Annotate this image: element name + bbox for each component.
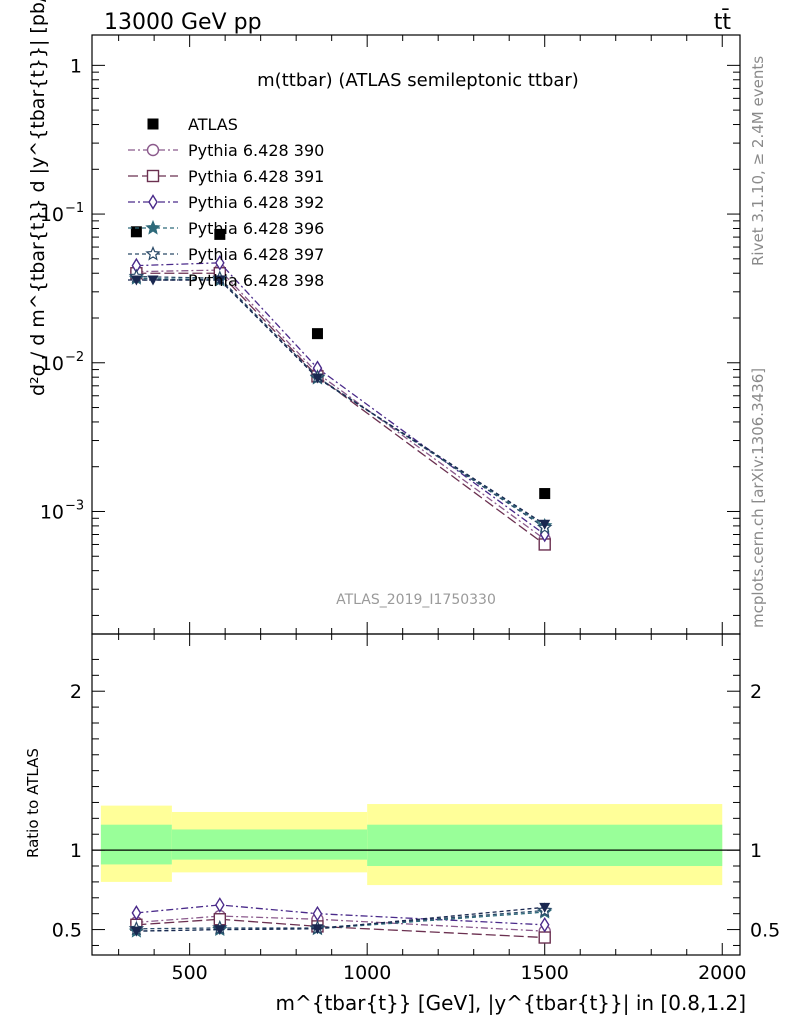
ratio-data-point <box>539 916 550 933</box>
y-tick-label-3: 1 <box>70 55 82 77</box>
series-line <box>136 277 546 527</box>
legend-entry-6: Pythia 6.428 398 <box>128 271 324 290</box>
ratio-series-pythia-6.428-398 <box>130 902 551 937</box>
rivet-version-label: Rivet 3.1.10, ≥ 2.4M events <box>749 56 767 266</box>
legend-label: Pythia 6.428 391 <box>188 167 324 186</box>
legend: ATLAS Pythia 6.428 390 Pythia 6.428 391 Pyt… <box>128 115 324 290</box>
ratio-series-line <box>136 904 545 926</box>
legend-entry-1: Pythia 6.428 390 <box>128 141 324 160</box>
uncertainty-band-stat-0 <box>100 824 172 865</box>
legend-marker <box>145 245 161 261</box>
series-line <box>136 272 546 545</box>
data-point <box>130 226 142 238</box>
data-point <box>214 275 226 286</box>
series-line <box>136 275 546 529</box>
y-tick-label-2: 10 <box>40 204 64 226</box>
legend-marker <box>145 219 161 235</box>
ratio-data-point <box>311 924 323 935</box>
uncertainty-band-stat-1 <box>171 829 368 860</box>
data-point <box>214 228 226 240</box>
y-tick-label-1: 10 <box>40 353 64 375</box>
legend-label: Pythia 6.428 398 <box>188 271 324 290</box>
main-y-axis-label: d²σ / d m^{tbar{t}} d |y^{tbar{t}}| [pb/… <box>27 0 49 396</box>
series-line <box>136 262 546 536</box>
y-tick-exponent-0: −3 <box>65 498 84 513</box>
legend-label: Pythia 6.428 390 <box>188 141 324 160</box>
data-point <box>539 519 551 530</box>
ratio-y-tick-label-right-1: 1 <box>750 840 762 862</box>
legend-entry-4: Pythia 6.428 396 <box>128 219 324 238</box>
legend-marker <box>147 118 159 130</box>
series-pythia-6.428-398 <box>130 275 551 530</box>
series-pythia-6.428-392 <box>131 254 550 543</box>
x-tick-label-2000: 2000 <box>698 962 746 984</box>
x-tick-label-1000: 1000 <box>343 962 391 984</box>
ratio-series-line <box>136 915 545 932</box>
ratio-y-tick-label-0.5: 0.5 <box>52 920 82 942</box>
y-tick-label-0: 10 <box>40 501 64 523</box>
legend-entry-3: Pythia 6.428 392 <box>128 193 324 212</box>
ratio-y-axis-label: Ratio to ATLAS <box>24 748 42 858</box>
ratio-y-tick-label-2: 2 <box>70 681 82 703</box>
legend-marker <box>146 143 160 157</box>
legend-marker <box>148 194 158 210</box>
data-point <box>311 328 323 340</box>
x-tick-label-1500: 1500 <box>521 962 569 984</box>
legend-label: Pythia 6.428 392 <box>188 193 324 212</box>
beam-label: 13000 GeV pp <box>104 10 262 35</box>
process-label: tt̄ <box>714 9 732 35</box>
legend-label: ATLAS <box>188 115 238 134</box>
plot-title: m(ttbar) (ATLAS semileptonic ttbar) <box>257 70 579 91</box>
series-pythia-6.428-391 <box>130 267 551 551</box>
legend-entry-2: Pythia 6.428 391 <box>128 167 324 186</box>
series-atlas <box>130 226 551 500</box>
ratio-data-point <box>538 931 551 944</box>
main-plot-panel: 10 −310 −210 −11 <box>40 34 741 635</box>
ratio-y-tick-label-1: 1 <box>70 840 82 862</box>
uncertainty-band-stat-2 <box>367 824 723 867</box>
ratio-series-line <box>136 918 545 939</box>
y-tick-exponent-2: −1 <box>65 201 84 216</box>
ratio-data-point <box>130 926 142 937</box>
mcplots-reference-label: mcplots.cern.ch [arXiv:1306.3436] <box>749 368 767 628</box>
legend-marker <box>146 169 160 183</box>
x-axis-label: m^{tbar{t}} [GeV], |y^{tbar{t}}| in [0.8… <box>275 991 746 1015</box>
ratio-data-point <box>215 897 225 913</box>
analysis-id-label: ATLAS_2019_I1750330 <box>336 592 496 608</box>
legend-entry-0: ATLAS <box>147 115 238 134</box>
y-tick-exponent-1: −2 <box>65 350 84 365</box>
data-point <box>215 254 225 271</box>
x-tick-label-500: 500 <box>172 962 208 984</box>
ratio-series-line <box>136 906 545 932</box>
legend-entry-5: Pythia 6.428 397 <box>128 245 324 264</box>
series-line <box>136 269 546 540</box>
ratio-data-point <box>131 905 142 921</box>
data-point <box>539 488 551 500</box>
ratio-data-point <box>214 925 226 936</box>
ratio-series-line <box>136 909 545 930</box>
legend-label: Pythia 6.428 396 <box>188 219 324 238</box>
ratio-y-tick-label-right-0.5: 0.5 <box>750 920 780 942</box>
legend-label: Pythia 6.428 397 <box>188 245 324 264</box>
ratio-data-point <box>539 902 551 913</box>
legend-marker <box>147 275 159 286</box>
ratio-frame <box>91 633 741 956</box>
data-point <box>311 373 323 384</box>
ratio-series-line <box>136 911 545 932</box>
ratio-y-tick-label-right-2: 2 <box>750 681 762 703</box>
